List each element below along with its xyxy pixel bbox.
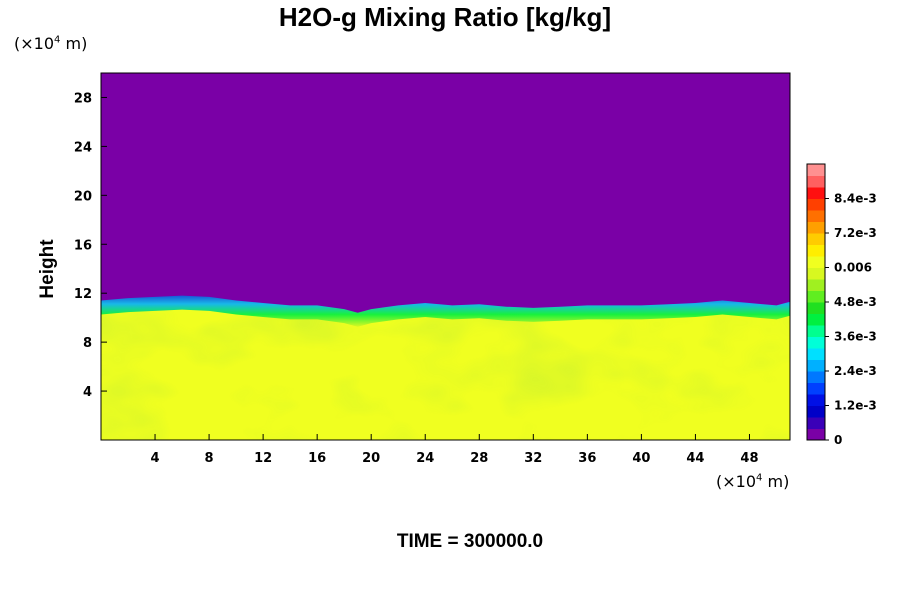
colorbar-tick-label: 4.8e-3 <box>834 295 877 309</box>
x-tick-label: 4 <box>151 451 160 466</box>
colorbar-swatch <box>807 382 825 395</box>
colorbar-swatch <box>807 279 825 291</box>
upper-region <box>101 73 790 313</box>
colorbar-swatch <box>807 175 825 188</box>
colorbar-swatch <box>807 198 825 211</box>
x-tick-label: 48 <box>740 451 758 466</box>
colorbar-swatch <box>807 313 825 326</box>
x-tick-label: 12 <box>254 451 272 466</box>
colorbar-swatch <box>807 290 825 303</box>
plot-frame <box>100 72 791 441</box>
y-tick-label: 24 <box>74 140 92 155</box>
y-tick-label: 20 <box>74 189 92 204</box>
colorbar-swatch <box>807 428 825 441</box>
x-tick-label: 44 <box>686 451 704 466</box>
y-tick-label: 8 <box>83 336 92 351</box>
y-tick-label: 16 <box>74 238 92 253</box>
x-tick-label: 20 <box>362 451 380 466</box>
colorbar-tick-label: 0.006 <box>834 261 872 275</box>
colorbar-swatch <box>807 359 825 372</box>
colorbar-swatch <box>807 267 825 280</box>
colorbar-swatch <box>807 417 825 429</box>
chart-title: H2O-g Mixing Ratio [kg/kg] <box>278 2 612 32</box>
x-tick-label: 36 <box>578 451 596 466</box>
colorbar-swatch <box>807 371 825 383</box>
colorbar-swatch <box>807 187 825 199</box>
colorbar-swatch <box>807 405 825 418</box>
x-tick-label: 16 <box>308 451 326 466</box>
y-axis-unit: (×104 m) <box>14 34 88 53</box>
x-axis-unit: (×104 m) <box>716 472 790 491</box>
time-label: TIME = 300000.0 <box>396 531 544 552</box>
y-tick-label: 28 <box>74 91 92 106</box>
colorbar-swatch <box>807 325 825 337</box>
colorbar-tick-label: 2.4e-3 <box>834 364 877 378</box>
colorbar-tick-label: 0 <box>834 433 842 447</box>
y-tick-label: 12 <box>74 287 92 302</box>
colorbar-swatch <box>807 348 825 360</box>
colorbar-tick-label: 7.2e-3 <box>834 226 877 240</box>
x-tick-label: 40 <box>632 451 650 466</box>
x-tick-label: 8 <box>205 451 214 466</box>
y-tick-label: 4 <box>83 385 92 400</box>
colorbar-swatch <box>807 244 825 257</box>
x-tick-label: 32 <box>524 451 542 466</box>
colorbar-swatch <box>807 210 825 222</box>
colorbar-swatch <box>807 233 825 245</box>
colorbar-tick-label: 1.2e-3 <box>834 399 877 413</box>
colorbar-swatch <box>807 394 825 406</box>
colorbar-swatch <box>807 164 825 176</box>
colorbar-tick-label: 3.6e-3 <box>834 330 877 344</box>
colorbar-swatch <box>807 336 825 349</box>
colorbar-swatch <box>807 256 825 268</box>
colorbar-swatch <box>807 221 825 234</box>
colorbar-tick-label: 8.4e-3 <box>834 192 877 206</box>
colorbar-swatch <box>807 302 825 314</box>
x-tick-label: 24 <box>416 451 434 466</box>
x-tick-label: 28 <box>470 451 488 466</box>
